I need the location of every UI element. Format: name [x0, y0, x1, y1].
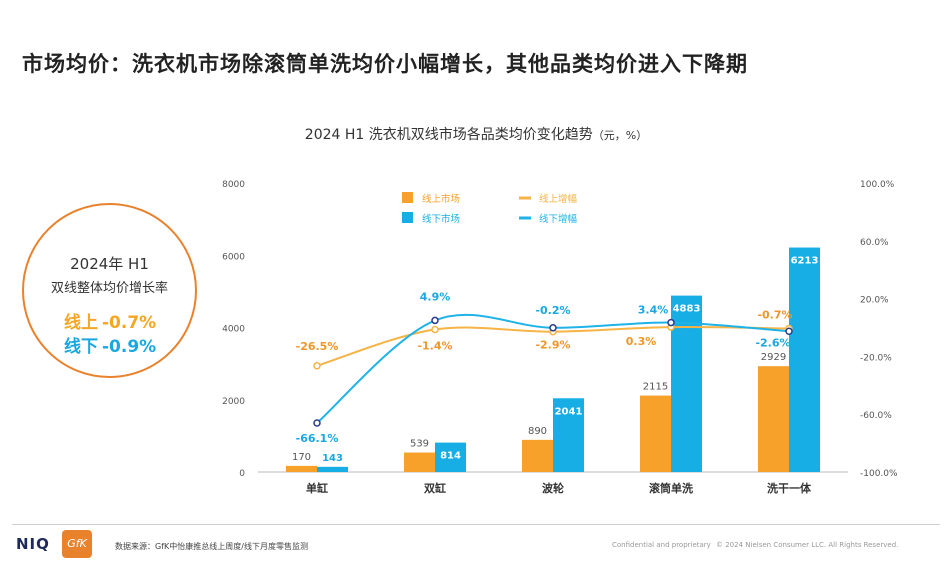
- confidential-note: Confidential and proprietary: [612, 541, 711, 549]
- footer-divider: [12, 524, 940, 525]
- summary-online-label: 线上: [64, 313, 98, 333]
- x-tick-label: 洗干一体: [767, 481, 812, 495]
- x-tick-label: 单缸: [306, 481, 328, 495]
- bar-offline-label: 4883: [673, 304, 701, 315]
- x-tick-label: 双缸: [424, 481, 446, 495]
- chart-unit: （元，%）: [592, 129, 648, 142]
- bar-offline: [435, 442, 466, 472]
- summary-online-value: -0.7%: [102, 313, 157, 333]
- point-offline-growth: [549, 324, 557, 332]
- bar-online: [758, 366, 789, 472]
- label-offline-growth: -66.1%: [296, 432, 339, 445]
- bar-offline-label: 6213: [791, 256, 819, 267]
- bar-offline-label: 2041: [555, 406, 583, 417]
- bar-offline: [317, 466, 348, 472]
- label-online-growth: -1.4%: [417, 340, 452, 353]
- x-tick-label: 波轮: [542, 481, 564, 495]
- summary-online: 线上 -0.7%: [64, 308, 160, 333]
- bar-offline-label: 143: [322, 453, 343, 464]
- point-offline-growth: [313, 419, 321, 427]
- y-left-tick-label: 2000: [222, 397, 245, 407]
- label-online-growth: -0.7%: [757, 309, 792, 322]
- y-left-tick-label: 6000: [222, 252, 245, 262]
- chart-title: 2024 H1 洗衣机双线市场各品类均价变化趋势（元，%）: [0, 124, 952, 144]
- y-left-tick-label: 0: [239, 469, 245, 479]
- legend-swatch: [402, 212, 413, 223]
- bar-online-label: 2115: [643, 382, 668, 393]
- label-online-growth: -2.9%: [535, 339, 570, 352]
- label-offline-growth: 4.9%: [420, 290, 451, 303]
- page-headline: 市场均价：洗衣机市场除滚筒单洗均价小幅增长，其他品类均价进入下降期: [22, 52, 748, 76]
- bar-online-label: 890: [528, 426, 547, 437]
- legend-label: 线下市场: [422, 213, 460, 225]
- copyright-note: © 2024 Nielsen Consumer LLC. All Rights …: [716, 541, 899, 549]
- line-offline-growth: [316, 313, 790, 424]
- y-right-tick-label: -60.0%: [860, 411, 892, 421]
- point-offline-growth: [431, 316, 439, 325]
- bar-offline-label: 814: [440, 451, 461, 462]
- bar-online: [640, 395, 671, 472]
- label-offline-growth: -0.2%: [535, 304, 570, 317]
- point-offline-growth: [785, 327, 793, 336]
- y-left-tick-label: 8000: [222, 180, 245, 190]
- legend-label: 线上市场: [422, 193, 460, 205]
- label-offline-growth: 3.4%: [638, 304, 669, 317]
- legend-swatch: [519, 216, 531, 220]
- x-tick-label: 滚筒单洗: [649, 481, 693, 495]
- bar-online: [404, 452, 435, 472]
- y-right-tick-label: 100.0%: [860, 180, 895, 190]
- y-right-tick-label: -20.0%: [860, 353, 892, 363]
- summary-offline: 线下 -0.9%: [64, 332, 160, 357]
- summary-offline-value: -0.9%: [102, 337, 157, 357]
- summary-desc: 双线整体均价增长率: [50, 281, 168, 296]
- data-source: 数据来源：GfK中怡康推总线上周度/线下月度零售监测: [115, 542, 308, 551]
- bar-online-label: 170: [292, 452, 311, 463]
- summary-circle: 2024年 H1 双线整体均价增长率 线上 -0.7% 线下 -0.9%: [22, 203, 197, 378]
- point-online-growth: [313, 362, 321, 370]
- legend-swatch: [519, 196, 531, 200]
- bar-offline: [553, 398, 584, 472]
- bar-offline: [789, 247, 820, 472]
- legend-label: 线下增幅: [539, 213, 578, 225]
- y-right-tick-label: 20.0%: [860, 296, 889, 306]
- bar-online-label: 2929: [761, 352, 786, 363]
- point-offline-growth: [667, 318, 675, 327]
- y-left-tick-label: 4000: [222, 325, 245, 335]
- y-right-tick-label: -100.0%: [860, 469, 898, 479]
- point-online-growth: [431, 325, 439, 334]
- y-right-tick-label: 60.0%: [860, 238, 889, 248]
- summary-offline-label: 线下: [64, 337, 98, 357]
- bar-online-label: 539: [410, 439, 429, 450]
- bar-online: [286, 465, 317, 472]
- summary-year: 2024年 H1: [70, 255, 149, 273]
- bar-offline: [671, 295, 702, 472]
- label-online-growth: -26.5%: [296, 340, 339, 353]
- legend-label: 线上增幅: [539, 193, 578, 205]
- chart-title-text: 2024 H1 洗衣机双线市场各品类均价变化趋势: [304, 127, 593, 143]
- gfk-logo: GfK: [62, 530, 92, 558]
- legend-swatch: [402, 192, 413, 203]
- label-online-growth: 0.3%: [626, 335, 657, 348]
- bar-online: [522, 439, 553, 472]
- niq-logo: NIQ: [16, 535, 50, 553]
- label-offline-growth: -2.6%: [755, 336, 790, 349]
